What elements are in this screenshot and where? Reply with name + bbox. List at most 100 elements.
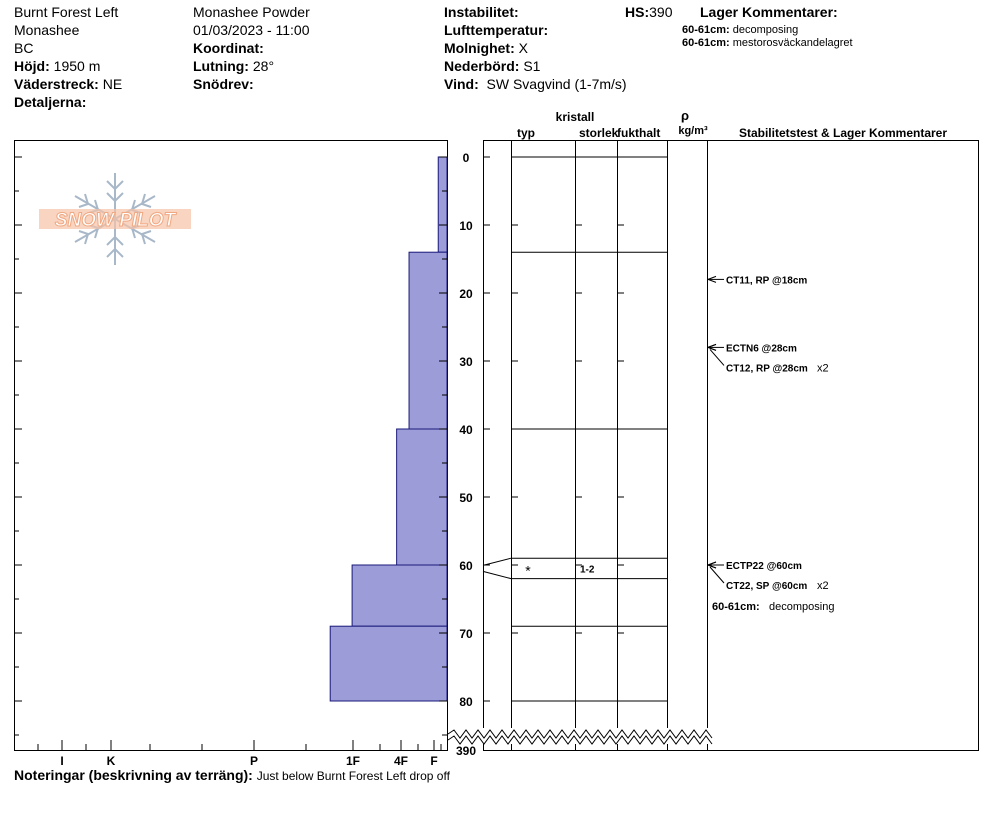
test-label: ECTN6 @28cm — [726, 343, 797, 354]
depth-label: 10 — [459, 219, 473, 233]
terrain-notes: Noteringar (beskrivning av terräng): Jus… — [14, 767, 450, 783]
hardness-bar — [437, 156, 448, 253]
air-temp-field: Lufttemperatur: — [444, 22, 548, 38]
depth-label: 70 — [459, 627, 473, 641]
hs-field: HS:390 — [625, 4, 672, 20]
hs-label: HS: — [625, 4, 650, 20]
hardness-bar — [396, 428, 448, 566]
layer-comment: 60-61cm: mestorosväckandelagret — [682, 37, 853, 49]
column-density-unit: kg/m³ — [678, 125, 708, 137]
layer-table-frame — [483, 140, 979, 751]
layer-comment: 60-61cm: decomposing — [682, 24, 799, 36]
depth-label: 20 — [459, 287, 473, 301]
column-size: storlek — [579, 126, 619, 140]
stability-test: ECTP22 @60cm — [707, 561, 802, 572]
test-count: x2 — [817, 362, 829, 374]
column-moisture: fukthalt — [617, 126, 660, 140]
profile-comment-depth: 60-61cm: — [712, 601, 760, 613]
notes-label: Noteringar (beskrivning av terräng): — [14, 767, 253, 783]
aspect-field: Väderstreck: NE — [14, 76, 122, 92]
table-depth-ticks — [483, 156, 624, 702]
hs-value: 390 — [649, 4, 673, 20]
precip-field: Nederbörd: S1 — [444, 58, 540, 74]
cloud-field: Molnighet: X — [444, 40, 528, 56]
test-label: CT22, SP @60cm — [726, 581, 807, 592]
hardness-bar — [351, 564, 448, 627]
slope-value: 28° — [252, 58, 275, 74]
drift-field: Snödrev: — [193, 76, 254, 92]
test-label: CT11, RP @18cm — [726, 275, 807, 286]
profile-comment-text: decomposing — [769, 601, 834, 613]
cloud-value: X — [518, 40, 528, 56]
hardness-depth-ticks — [14, 156, 447, 736]
stability-test: ECTN6 @28cm — [707, 343, 797, 354]
stability-test: CT22, SP @60cm x2 — [707, 561, 829, 592]
hardness-profile — [329, 156, 448, 702]
stability-test: CT11, RP @18cm — [707, 275, 807, 286]
notes-text: Just below Burnt Forest Left drop off — [256, 769, 450, 783]
wind-field: Vind: SW Svagvind (1-7m/s) — [444, 76, 627, 92]
operation-name: Monashee Powder — [193, 4, 310, 20]
hardness-tick-label: I — [60, 754, 63, 768]
hardness-tick-label: K — [107, 754, 116, 768]
elevation-field: Höjd: 1950 m — [14, 58, 100, 74]
drift-label: Snödrev: — [193, 76, 254, 92]
hardness-tick-label: F — [430, 754, 437, 768]
layer-connector — [482, 570, 512, 580]
depth-axis: 0 10 20 30 40 50 60 70 80 390 — [456, 151, 476, 758]
test-leader — [709, 566, 725, 584]
test-leader — [709, 349, 725, 366]
test-label: ECTP22 @60cm — [726, 561, 802, 572]
coordinate-label: Koordinat: — [193, 40, 264, 56]
arrow-icon — [707, 561, 717, 569]
column-crystal: kristall — [556, 110, 595, 124]
column-type: typ — [517, 126, 535, 140]
stability-test: CT12, RP @28cm x2 — [707, 343, 829, 374]
hardness-tick-label: P — [250, 754, 258, 768]
depth-label: 30 — [459, 355, 473, 369]
arrow-icon — [707, 343, 717, 351]
test-count: x2 — [817, 580, 829, 592]
details-label: Detaljerna: — [14, 94, 87, 110]
precip-value: S1 — [523, 58, 541, 74]
depth-label: 390 — [456, 744, 476, 758]
depth-label: 60 — [459, 559, 473, 573]
layer-comments-title: Lager Kommentarer: — [700, 4, 838, 20]
snowpilot-wordmark: SNOW PILOT — [55, 210, 177, 231]
elevation-value: 1950 m — [53, 58, 101, 74]
depth-label: 80 — [459, 695, 473, 709]
mountain-range: Monashee — [14, 22, 80, 38]
aspect-value: NE — [102, 76, 123, 92]
hardness-axis: I K P 1F 4F F — [37, 740, 442, 768]
elevation-label: Höjd: — [14, 58, 50, 74]
slope-label: Lutning: — [193, 58, 249, 74]
layer-table-columns — [511, 140, 708, 750]
hardness-bar — [408, 251, 448, 430]
aspect-label: Väderstreck: — [14, 76, 99, 92]
hardness-tick-label: 4F — [394, 754, 408, 768]
test-label: CT12, RP @28cm — [726, 363, 808, 374]
observation-datetime: 01/03/2023 - 11:00 — [193, 22, 310, 38]
region: BC — [14, 40, 34, 56]
precip-label: Nederbörd: — [444, 58, 520, 74]
grain-type-symbol: * — [525, 562, 531, 578]
hardness-tick-label: 1F — [346, 754, 360, 768]
layer-connector — [482, 557, 512, 566]
stability-tests: CT11, RP @18cm ECTN6 @28cm CT12, RP @28cm x… — [707, 275, 834, 613]
wind-value: SW Svagvind (1-7m/s) — [486, 76, 627, 92]
column-stability: Stabilitetstest & Lager Kommentarer — [739, 126, 947, 140]
instability-field: Instabilitet: — [444, 4, 519, 20]
depth-label: 0 — [463, 151, 470, 165]
wind-label: Vind: — [444, 76, 479, 92]
snowpilot-logo: SNOW PILOT — [39, 173, 191, 265]
air-temp-label: Lufttemperatur: — [444, 22, 549, 38]
layer-boundaries — [482, 156, 667, 702]
depth-break-zigzag — [447, 728, 713, 745]
column-rho: ρ — [681, 108, 689, 123]
coordinate-field: Koordinat: — [193, 40, 264, 56]
depth-label: 40 — [459, 423, 473, 437]
layer-cells: * 1-2 — [525, 562, 595, 578]
details-field: Detaljerna: — [14, 94, 86, 110]
cloud-label: Molnighet: — [444, 40, 515, 56]
